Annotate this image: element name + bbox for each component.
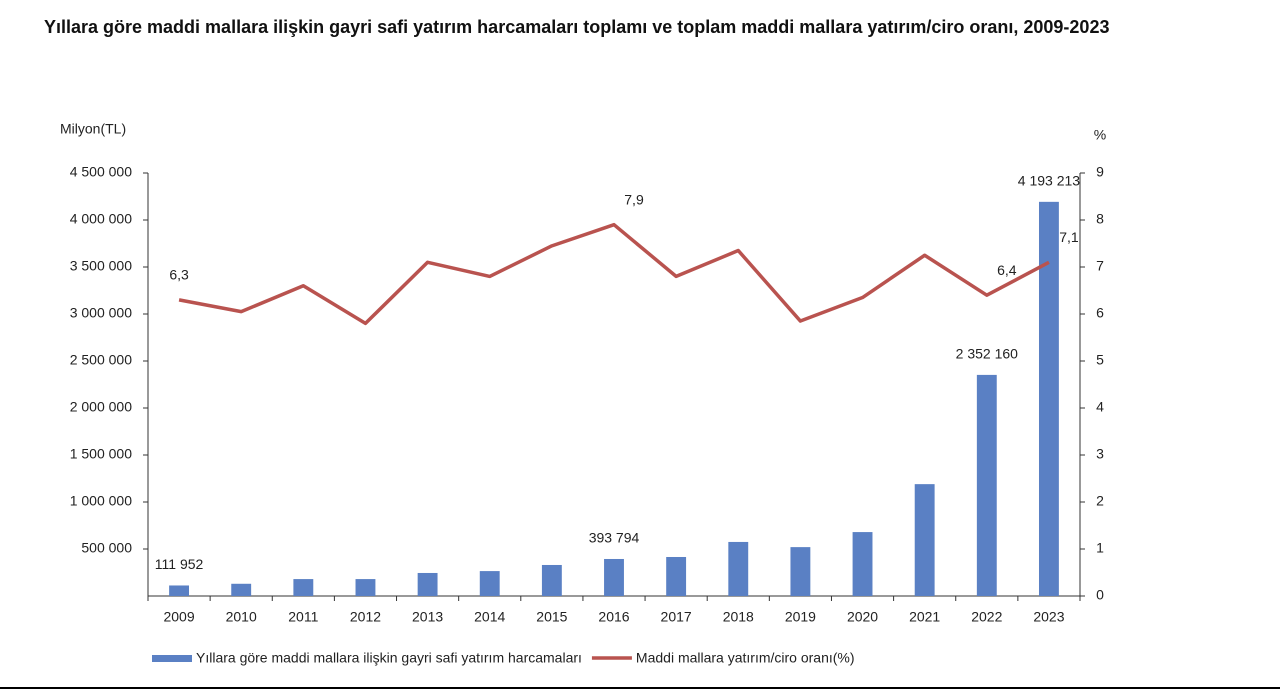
bar-value-label: 111 952 — [155, 556, 204, 572]
x-tick-label: 2012 — [350, 609, 381, 625]
y2-tick-label: 2 — [1096, 493, 1104, 509]
x-tick-label: 2015 — [536, 609, 567, 625]
y2-tick-label: 0 — [1096, 587, 1104, 603]
line-value-label: 6,4 — [997, 262, 1017, 278]
x-tick-label: 2022 — [971, 609, 1002, 625]
bar — [666, 556, 687, 596]
y2-axis-title: % — [1094, 127, 1106, 143]
y2-tick-label: 9 — [1096, 164, 1104, 180]
x-tick-label: 2017 — [661, 609, 692, 625]
x-tick-label: 2013 — [412, 609, 443, 625]
bar-value-label: 4 193 213 — [1018, 173, 1080, 189]
x-tick-label: 2010 — [226, 609, 257, 625]
bar-value-label: 393 794 — [589, 530, 640, 546]
y-tick-label: 1 500 000 — [70, 446, 132, 462]
bar — [1038, 201, 1059, 596]
y-tick-label: 4 000 000 — [70, 211, 132, 227]
x-tick-label: 2009 — [163, 609, 194, 625]
legend-label: Yıllara göre maddi mallara ilişkin gayri… — [196, 650, 582, 666]
y2-tick-label: 5 — [1096, 352, 1104, 368]
bar — [231, 583, 252, 596]
legend-label: Maddi mallara yatırım/ciro oranı(%) — [636, 650, 855, 666]
x-tick-label: 2020 — [847, 609, 878, 625]
x-tick-label: 2016 — [598, 609, 629, 625]
x-tick-label: 2018 — [723, 609, 754, 625]
line-value-label: 6,3 — [169, 267, 189, 283]
y2-tick-label: 4 — [1096, 399, 1104, 415]
y-tick-label: 1 000 000 — [70, 493, 132, 509]
y2-tick-label: 7 — [1096, 258, 1104, 274]
line — [178, 222, 1050, 326]
y2-tick-label: 3 — [1096, 446, 1104, 462]
x-tick-label: 2019 — [785, 609, 816, 625]
bar — [976, 374, 997, 596]
y2-tick-label: 1 — [1096, 540, 1104, 556]
bar — [541, 564, 562, 596]
chart-title: Yıllara göre maddi mallara ilişkin gayri… — [44, 17, 1110, 37]
line-value-label: 7,9 — [624, 191, 644, 207]
y-tick-label: 2 500 000 — [70, 352, 132, 368]
bar — [293, 579, 314, 596]
y-axis-title: Milyon(TL) — [60, 121, 126, 137]
bar-value-label: 2 352 160 — [956, 346, 1018, 362]
y-tick-label: 3 500 000 — [70, 258, 132, 274]
bar — [479, 571, 500, 596]
y-tick-label: 4 500 000 — [70, 164, 132, 180]
bar — [169, 585, 190, 596]
y2-tick-label: 6 — [1096, 305, 1104, 321]
x-tick-label: 2021 — [909, 609, 940, 625]
bar — [417, 572, 438, 596]
x-tick-label: 2011 — [288, 609, 318, 625]
bar — [790, 547, 811, 596]
bar — [355, 579, 376, 596]
bar — [604, 558, 624, 596]
bar — [728, 541, 749, 596]
x-tick-label: 2014 — [474, 609, 505, 625]
line-value-label: 7,1 — [1059, 229, 1079, 245]
x-tick-label: 2023 — [1033, 609, 1064, 625]
y2-tick-label: 8 — [1096, 211, 1104, 227]
legend-swatch — [152, 655, 192, 662]
bar — [852, 532, 873, 596]
y-tick-label: 2 000 000 — [70, 399, 132, 415]
y-tick-label: 3 000 000 — [70, 305, 132, 321]
bar — [914, 484, 935, 596]
y-tick-label: 500 000 — [81, 540, 132, 556]
